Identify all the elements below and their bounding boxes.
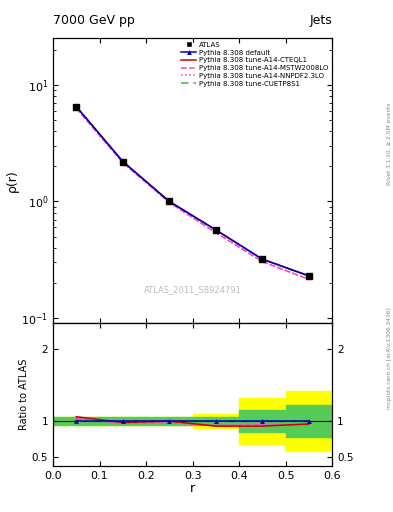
Text: mcplots.cern.ch [arXiv:1306.3436]: mcplots.cern.ch [arXiv:1306.3436] [387,308,392,409]
Text: Rivet 3.1.10, ≥ 2.5M events: Rivet 3.1.10, ≥ 2.5M events [387,102,392,185]
Text: ATLAS_2011_S8924791: ATLAS_2011_S8924791 [144,285,241,294]
Y-axis label: Ratio to ATLAS: Ratio to ATLAS [19,359,29,431]
Legend: ATLAS, Pythia 8.308 default, Pythia 8.308 tune-A14-CTEQL1, Pythia 8.308 tune-A14: ATLAS, Pythia 8.308 default, Pythia 8.30… [180,40,330,88]
Text: Jets: Jets [309,14,332,27]
Text: 7000 GeV pp: 7000 GeV pp [53,14,135,27]
X-axis label: r: r [190,482,195,495]
Y-axis label: ρ(r): ρ(r) [6,169,18,193]
